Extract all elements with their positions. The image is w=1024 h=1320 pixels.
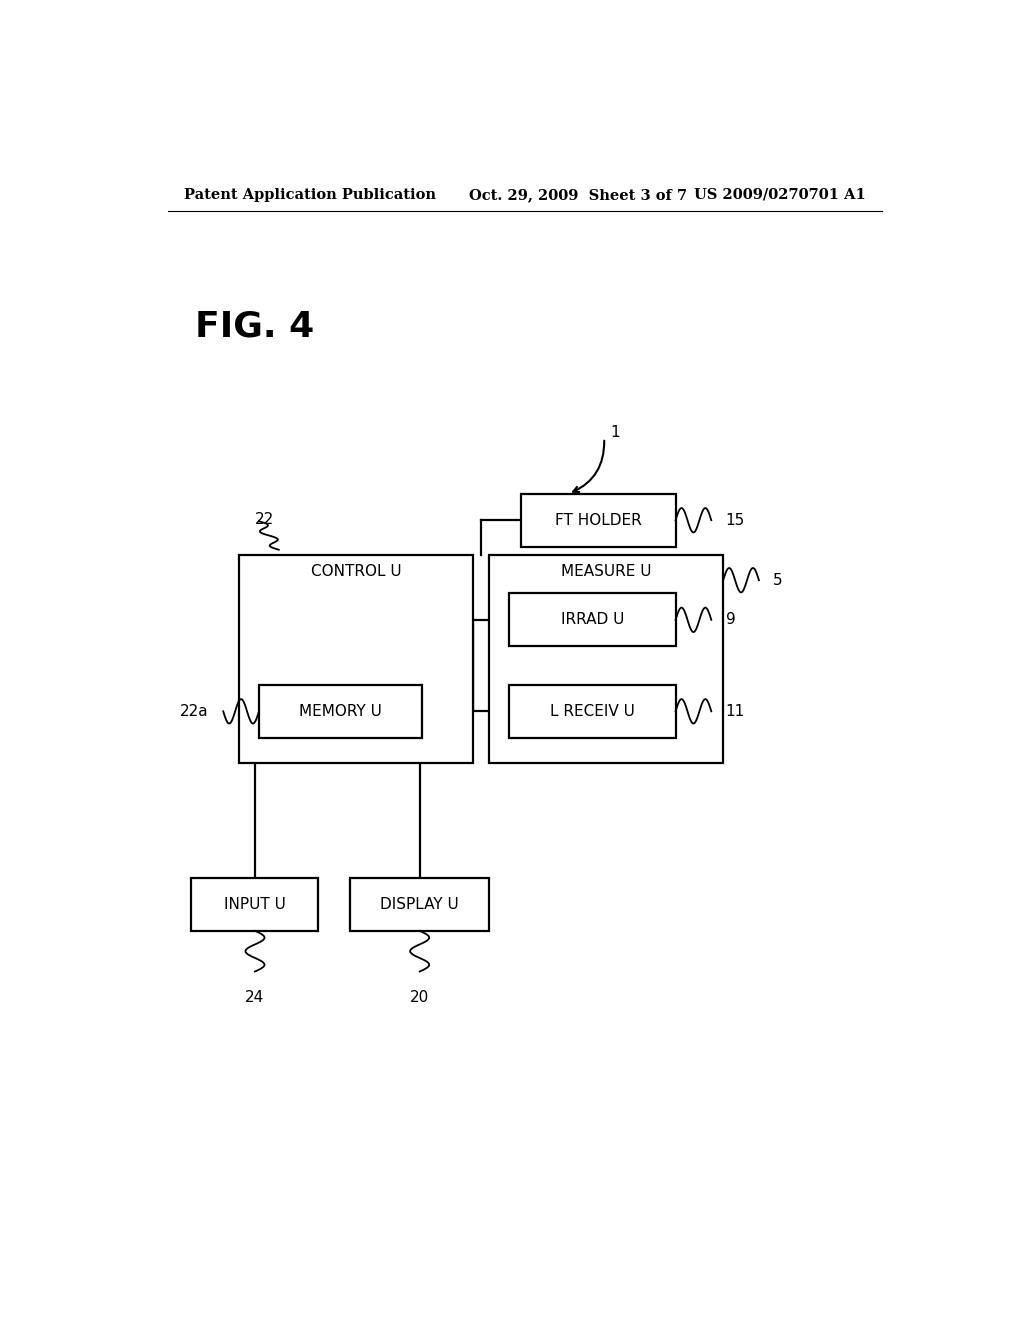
Text: 15: 15 [726,512,744,528]
Text: DISPLAY U: DISPLAY U [380,896,459,912]
Text: INPUT U: INPUT U [224,896,286,912]
Text: 5: 5 [773,573,782,587]
Text: 11: 11 [726,704,744,719]
Text: IRRAD U: IRRAD U [560,612,624,627]
Text: Patent Application Publication: Patent Application Publication [183,187,435,202]
Text: L RECEIV U: L RECEIV U [550,704,635,719]
Bar [259,685,422,738]
Bar [489,554,723,763]
Text: MEMORY U: MEMORY U [299,704,382,719]
Text: CONTROL U: CONTROL U [311,564,401,578]
Text: US 2009/0270701 A1: US 2009/0270701 A1 [694,187,866,202]
Text: 22a: 22a [180,704,209,719]
Bar [240,554,473,763]
Text: FIG. 4: FIG. 4 [196,309,314,343]
Text: MEASURE U: MEASURE U [561,564,651,578]
Text: FT HOLDER: FT HOLDER [555,512,642,528]
Text: Oct. 29, 2009  Sheet 3 of 7: Oct. 29, 2009 Sheet 3 of 7 [469,187,687,202]
Text: 9: 9 [726,612,735,627]
Text: 22: 22 [255,512,274,527]
Bar [191,878,318,931]
Bar [521,494,676,546]
Text: 24: 24 [246,990,264,1005]
Bar [350,878,489,931]
Bar [509,685,676,738]
Text: 1: 1 [610,425,621,441]
Text: 20: 20 [410,990,429,1005]
Bar [509,594,676,647]
